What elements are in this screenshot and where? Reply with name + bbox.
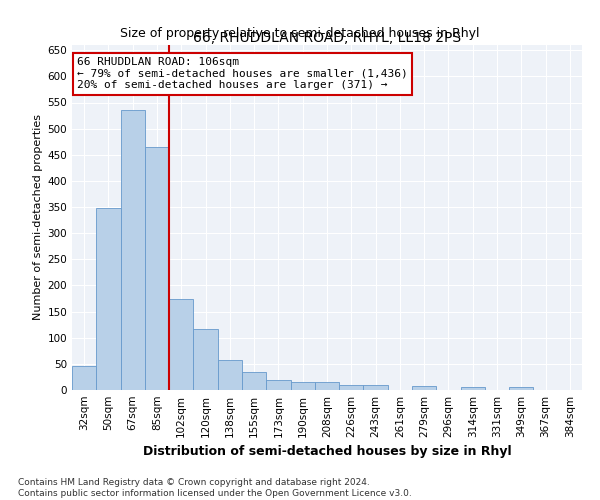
Bar: [266, 380, 290, 390]
Bar: [339, 385, 364, 390]
Text: Size of property relative to semi-detached houses in Rhyl: Size of property relative to semi-detach…: [120, 28, 480, 40]
Bar: [218, 360, 242, 390]
Bar: [193, 329, 218, 390]
Text: 66 RHUDDLAN ROAD: 106sqm
← 79% of semi-detached houses are smaller (1,436)
20% o: 66 RHUDDLAN ROAD: 106sqm ← 79% of semi-d…: [77, 57, 408, 90]
Title: 66, RHUDDLAN ROAD, RHYL, LL18 2PS: 66, RHUDDLAN ROAD, RHYL, LL18 2PS: [193, 31, 461, 45]
Bar: [364, 385, 388, 390]
Bar: [242, 372, 266, 390]
Bar: [315, 382, 339, 390]
Bar: [290, 382, 315, 390]
Bar: [461, 388, 485, 390]
X-axis label: Distribution of semi-detached houses by size in Rhyl: Distribution of semi-detached houses by …: [143, 446, 511, 458]
Y-axis label: Number of semi-detached properties: Number of semi-detached properties: [33, 114, 43, 320]
Bar: [509, 388, 533, 390]
Bar: [96, 208, 121, 390]
Bar: [169, 298, 193, 390]
Bar: [145, 147, 169, 390]
Bar: [72, 366, 96, 390]
Text: Contains HM Land Registry data © Crown copyright and database right 2024.
Contai: Contains HM Land Registry data © Crown c…: [18, 478, 412, 498]
Bar: [121, 110, 145, 390]
Bar: [412, 386, 436, 390]
